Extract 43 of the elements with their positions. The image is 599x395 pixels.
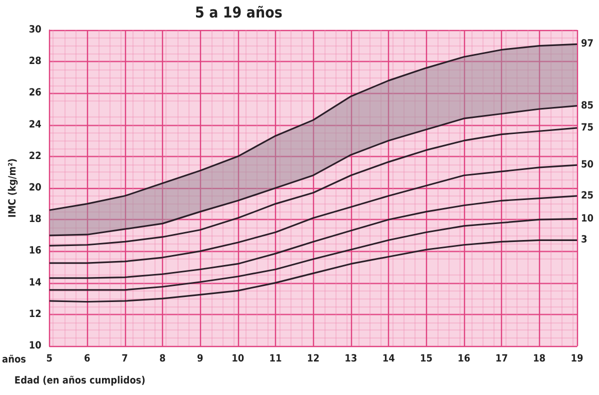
x-tick-label: 19 [570,354,584,364]
x-tick-label: 5 [46,354,53,364]
y-tick-label: 12 [28,308,42,320]
x-tick-label: 14 [382,354,395,364]
line-series [48,164,578,264]
x-tick-label: 9 [197,354,204,364]
series-label: 10 [581,213,594,224]
x-axis-title: Edad (en años cumplidos) [14,376,146,386]
series-label: 75 [581,122,594,134]
x-tick-label: 15 [420,354,433,364]
y-tick-label: 24 [28,119,42,130]
y-tick-label: 26 [28,88,42,99]
series-label: 50 [581,160,594,171]
y-axis-title: IMC (kg/m²) [8,158,18,218]
y-tick-label: 20 [28,182,42,194]
line-series [48,239,578,303]
y-tick-label: 14 [28,277,42,288]
x-tick-label: 18 [533,354,546,364]
x-tick-label: 11 [269,354,282,364]
series-label: 97 [581,38,594,50]
y-tick-label: 10 [28,340,42,352]
y-tick-label: 22 [28,150,42,162]
x-tick-label: 12 [306,354,320,364]
x-tick-label: 17 [495,354,508,364]
y-tick-label: 16 [28,246,42,257]
x-tick-label: 13 [344,354,358,364]
x-tick-label: 8 [159,354,166,364]
y-tick-label: 30 [28,24,42,36]
x-tick-label: 7 [122,354,128,364]
text: años [2,354,26,366]
line-series [48,105,578,236]
series-label: 85 [581,100,594,112]
x-tick-label: 10 [232,354,244,364]
line-series [48,218,578,291]
y-tick-label: 18 [28,214,42,226]
line-series [48,127,578,246]
series-label: 25 [581,190,594,202]
y-tick-label: 28 [28,56,42,68]
x-tick-label: 6 [84,354,90,364]
chart-title: 5 a 19 años [195,4,282,22]
line-series [48,195,578,279]
series-label: 3 [581,234,588,246]
x-tick-label: 16 [458,354,470,364]
